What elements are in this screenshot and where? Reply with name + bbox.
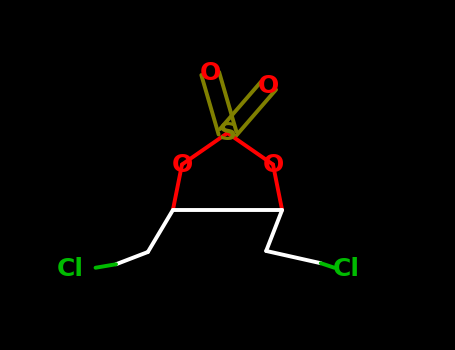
Text: O: O (258, 74, 279, 98)
Text: Cl: Cl (57, 258, 84, 281)
Text: O: O (200, 62, 221, 85)
Text: O: O (172, 153, 192, 176)
Text: O: O (263, 153, 283, 176)
Text: Cl: Cl (332, 258, 359, 281)
Text: S: S (218, 121, 237, 145)
